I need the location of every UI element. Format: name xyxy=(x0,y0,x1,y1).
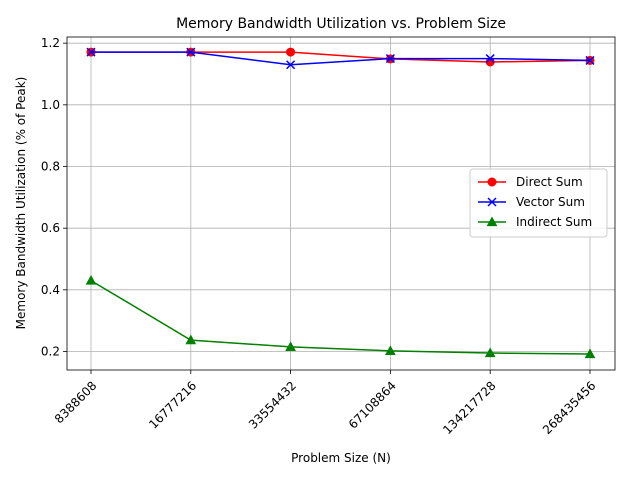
y-tick-label: 0.6 xyxy=(41,221,60,235)
data-point-vector-sum xyxy=(186,47,196,57)
legend-swatch-marker xyxy=(487,177,497,187)
legend: Direct Sum Vector Sum Indirect Sum xyxy=(469,168,608,238)
y-tick-label: 1.2 xyxy=(41,36,60,50)
y-tick-label: 1.0 xyxy=(41,98,60,112)
y-axis-label: Memory Bandwidth Utilization (% of Peak) xyxy=(14,77,28,330)
data-point-indirect-sum xyxy=(584,348,596,359)
data-point-indirect-sum xyxy=(484,347,496,358)
y-tick-label: 0.8 xyxy=(41,160,60,174)
data-point-vector-sum xyxy=(585,55,595,65)
data-point-vector-sum xyxy=(385,54,395,64)
data-point-indirect-sum xyxy=(285,341,296,351)
series-line-vector-sum xyxy=(91,51,591,66)
x-axis-label: Problem Size (N) xyxy=(291,451,391,465)
legend-item-indirect-sum: Indirect Sum xyxy=(478,215,592,229)
legend-swatch-marker xyxy=(487,197,497,207)
data-point-vector-sum xyxy=(86,47,96,57)
grid-layer xyxy=(67,37,615,370)
series-indirect-sum xyxy=(85,275,596,359)
series-layer xyxy=(85,47,596,359)
series-vector-sum xyxy=(86,47,595,70)
y-tick-label: 0.2 xyxy=(41,345,60,359)
legend-label: Direct Sum xyxy=(516,175,583,189)
chart-title: Memory Bandwidth Utilization vs. Problem… xyxy=(176,16,506,32)
data-point-direct-sum xyxy=(286,47,296,57)
plot-area-frame xyxy=(66,36,616,371)
legend-item-direct-sum: Direct Sum xyxy=(478,175,583,189)
legend-label: Vector Sum xyxy=(516,195,585,209)
legend-frame xyxy=(469,168,608,238)
data-point-indirect-sum xyxy=(385,345,396,355)
legend-label: Indirect Sum xyxy=(516,215,592,229)
data-point-vector-sum xyxy=(286,60,296,70)
y-axis: 0.2 0.4 0.6 0.8 1.0 1.2 xyxy=(41,36,67,359)
legend-swatch-marker xyxy=(486,216,498,227)
y-tick-label: 0.4 xyxy=(41,283,60,297)
data-point-indirect-sum xyxy=(85,275,97,285)
series-line-indirect-sum xyxy=(90,279,591,355)
data-point-indirect-sum xyxy=(185,334,197,345)
legend-item-vector-sum: Vector Sum xyxy=(478,195,585,209)
data-point-vector-sum xyxy=(485,54,495,64)
